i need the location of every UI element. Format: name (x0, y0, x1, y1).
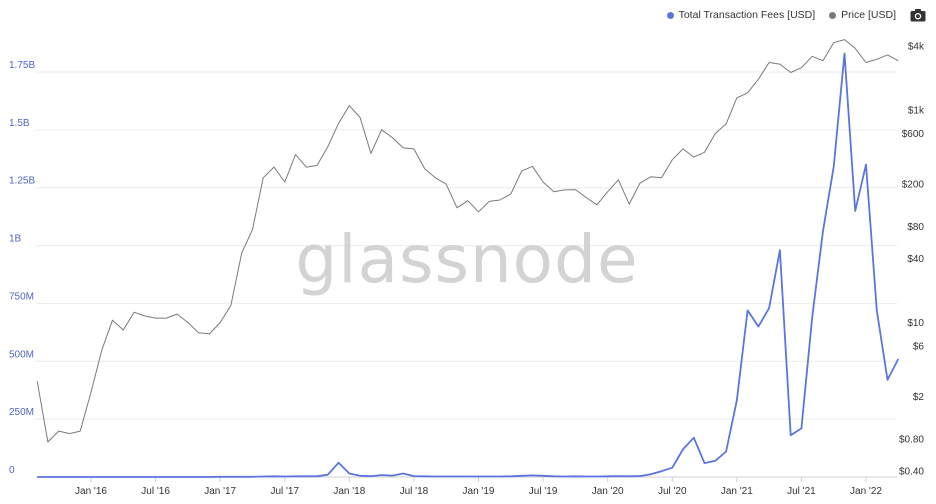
y-right-tick-label: $600 (902, 129, 925, 140)
y-right-tick-label: $200 (902, 180, 925, 191)
camera-icon[interactable] (910, 8, 926, 22)
legend-label-fees: Total Transaction Fees [USD] (678, 9, 816, 21)
legend-label-price: Price [USD] (841, 9, 896, 21)
y-left-tick-label: 1.75B (9, 60, 35, 71)
y-right-tick-label: $0.80 (899, 435, 924, 446)
x-tick-label: Jan '18 (333, 486, 365, 497)
y-right-tick-label: $1k (908, 105, 925, 116)
x-tick-label: Jul '16 (141, 486, 170, 497)
chart-grid (36, 71, 897, 420)
fees-series (37, 52, 900, 478)
x-tick-label: Jan '20 (592, 486, 624, 497)
x-tick-label: Jan '19 (463, 486, 495, 497)
x-tick-label: Jul '20 (658, 486, 687, 497)
y-left-tick-label: 750M (9, 291, 34, 302)
x-axis: Jan '16 Jul '16 Jan '17 Jul '17 Jan '18 Jul '… (75, 477, 882, 497)
y-right-tick-label: $6 (913, 342, 925, 353)
glassnode-watermark: glassnode (295, 221, 638, 298)
y-left-tick-label: 1.25B (9, 176, 35, 187)
fees-legend-dot-icon (666, 11, 674, 19)
x-tick-label: Jan '21 (721, 486, 753, 497)
y-right-tick-label: $40 (907, 254, 924, 265)
price-series (36, 39, 899, 443)
chart-legend: Total Transaction Fees [USD] Price [USD] (666, 8, 926, 22)
y-left-tick-label: 1B (9, 234, 22, 245)
y-left-tick-label: 0 (9, 465, 15, 476)
y-axis-right: $0.40 $0.80 $2 $6 $10 $40 $80 $200 $600 $1k $4k (899, 42, 925, 478)
y-right-tick-label: $10 (907, 318, 924, 329)
y-left-tick-label: 500M (9, 349, 34, 360)
x-tick-label: Jul '17 (270, 486, 299, 497)
x-tick-label: Jan '17 (204, 486, 236, 497)
x-tick-label: Jan '22 (850, 486, 882, 497)
x-tick-label: Jul '19 (529, 486, 558, 497)
legend-item-fees[interactable]: Total Transaction Fees [USD] (666, 9, 816, 21)
y-left-tick-label: 1.5B (9, 118, 30, 129)
y-axis-left: 0 250M 500M 750M 1B 1.25B 1.5B 1.75B (9, 60, 35, 476)
price-line (36, 39, 899, 443)
series-layer (36, 39, 900, 478)
y-right-tick-label: $2 (913, 392, 925, 403)
x-tick-label: Jul '18 (400, 486, 429, 497)
y-left-tick-label: 250M (9, 407, 34, 418)
legend-item-price[interactable]: Price [USD] (829, 9, 896, 21)
y-right-tick-label: $0.40 (899, 467, 924, 478)
y-right-tick-label: $80 (907, 222, 924, 233)
price-legend-dot-icon (829, 11, 837, 19)
fees-line (37, 52, 900, 478)
x-tick-label: Jan '16 (75, 486, 107, 497)
x-tick-label: Jul '21 (787, 486, 816, 497)
y-right-tick-label: $4k (908, 42, 925, 53)
